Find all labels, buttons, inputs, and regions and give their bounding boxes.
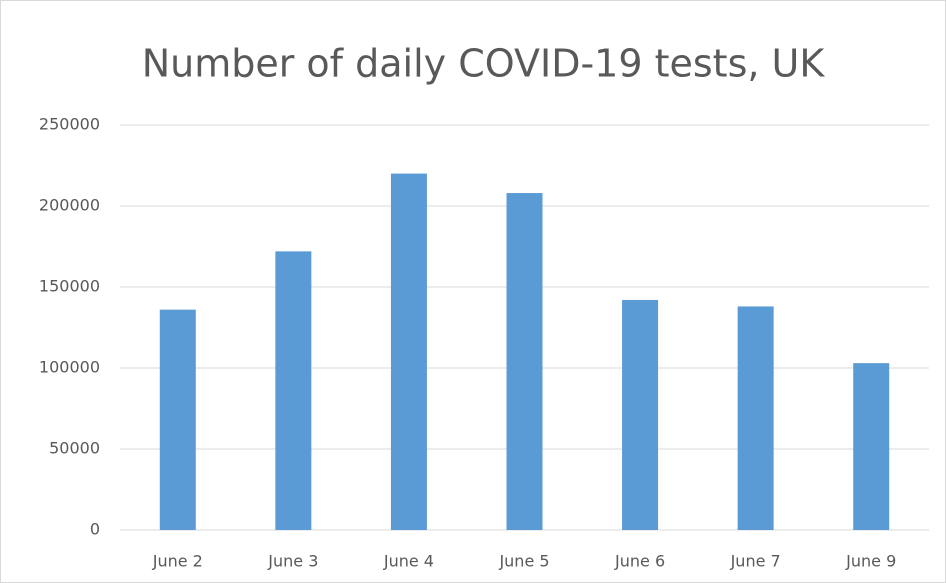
x-tick-label: June 4 bbox=[383, 552, 434, 571]
bar bbox=[275, 251, 312, 531]
x-tick-label: June 7 bbox=[730, 552, 781, 571]
bar bbox=[159, 309, 196, 530]
chart-title: Number of daily COVID-19 tests, UK bbox=[142, 42, 826, 86]
y-tick-label: 0 bbox=[90, 520, 100, 539]
y-tick-label: 150000 bbox=[39, 277, 100, 296]
bar bbox=[506, 193, 543, 531]
x-tick-label: June 2 bbox=[152, 552, 203, 571]
y-tick-label: 200000 bbox=[39, 196, 100, 215]
bar bbox=[853, 363, 890, 530]
bar bbox=[390, 173, 427, 530]
x-tick-label: June 3 bbox=[267, 552, 318, 571]
bar bbox=[737, 306, 774, 530]
x-tick-label: June 9 bbox=[845, 552, 896, 571]
bar bbox=[622, 299, 659, 530]
y-tick-label: 250000 bbox=[39, 115, 100, 134]
y-tick-label: 50000 bbox=[49, 439, 100, 458]
y-tick-label: 100000 bbox=[39, 358, 100, 377]
x-tick-label: June 5 bbox=[498, 552, 549, 571]
x-tick-label: June 6 bbox=[614, 552, 665, 571]
